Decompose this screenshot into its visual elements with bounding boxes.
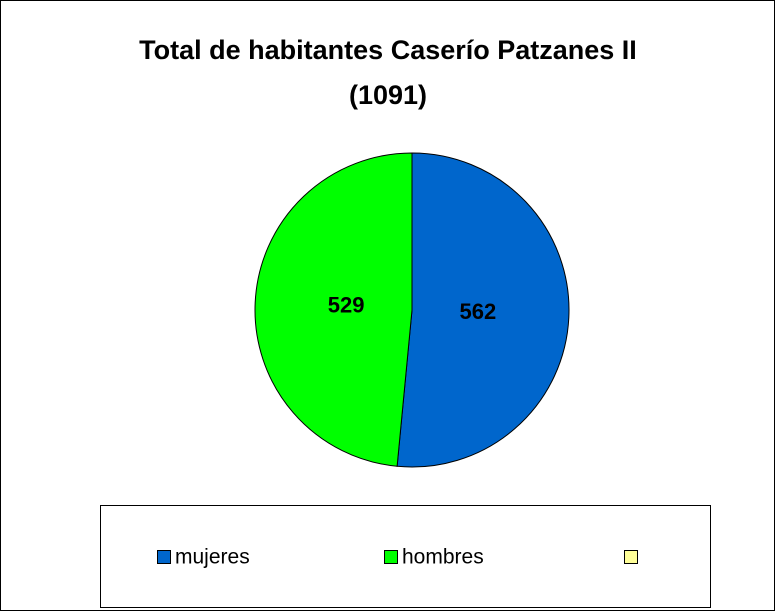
pie-slice <box>254 152 413 467</box>
chart-title: Total de habitantes Caserío Patzanes II … <box>139 35 637 110</box>
data-label: 562 <box>460 299 497 324</box>
data-label: 529 <box>328 293 365 318</box>
legend-label: hombres <box>402 546 484 569</box>
legend-swatch <box>624 550 638 564</box>
legend-label: mujeres <box>175 546 250 569</box>
legend-swatch <box>384 550 398 564</box>
pie-slice <box>396 152 570 468</box>
legend-box <box>100 505 711 608</box>
legend-swatch <box>157 550 171 564</box>
